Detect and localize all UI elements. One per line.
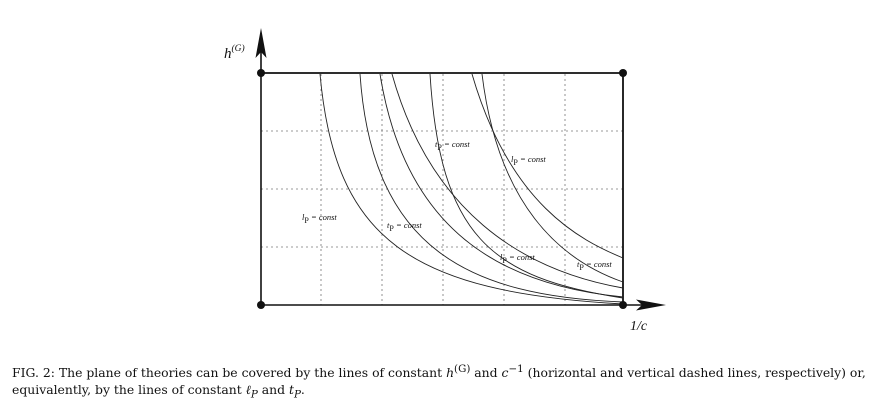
caption-tp-symbol: t xyxy=(288,382,294,398)
y-axis-label: h(G) xyxy=(224,43,245,62)
caption-c-symbol: c xyxy=(501,365,509,381)
curve-3 xyxy=(379,73,624,298)
curve-label-2: tP = const xyxy=(387,220,422,233)
corner-dot-top-right xyxy=(619,69,627,77)
caption-lp-symbol: ℓ xyxy=(245,382,251,398)
x-axis-label: 1/c xyxy=(630,319,648,334)
corner-dot-bottom-right xyxy=(619,301,627,309)
caption-lead: FIG. 2: The plane of theories can be cov… xyxy=(12,365,447,381)
curve-1 xyxy=(319,73,624,305)
caption-c-superscript: −1 xyxy=(508,363,524,375)
caption-tail: (horizontal and vertical dashed lines, r… xyxy=(12,365,866,398)
caption-h-superscript: (G) xyxy=(454,363,471,375)
y-axis-arrowhead xyxy=(255,28,267,58)
constant-curves xyxy=(319,73,624,305)
grid-lines xyxy=(261,74,623,305)
caption-lp-subscript: P xyxy=(250,388,258,401)
curve-label-5: lP = const xyxy=(500,252,535,265)
caption-and: and xyxy=(257,382,289,398)
curve-4 xyxy=(391,73,624,289)
curve-6 xyxy=(471,73,624,259)
caption-mid: and xyxy=(470,365,502,381)
corner-dot-bottom-left xyxy=(257,301,265,309)
figure-caption: FIG. 2: The plane of theories can be cov… xyxy=(12,361,882,404)
caption-h-symbol: h xyxy=(446,365,455,381)
curve-2 xyxy=(359,73,624,303)
curve-label-4: lP = const xyxy=(511,154,546,167)
curve-label-1: lP = const xyxy=(302,212,337,225)
caption-tp-subscript: P xyxy=(293,388,301,401)
curve-5 xyxy=(429,73,624,299)
curve-label-6: tP = const xyxy=(577,259,612,272)
corner-dot-top-left xyxy=(257,69,265,77)
curve-label-3: tP = const xyxy=(435,139,470,152)
caption-end: . xyxy=(300,382,305,398)
curve-7 xyxy=(481,73,624,283)
x-axis-arrowhead xyxy=(636,299,666,311)
